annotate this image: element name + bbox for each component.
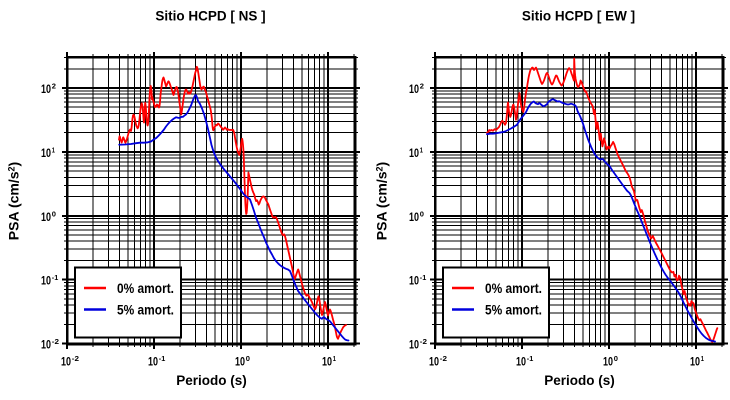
svg-text:10: 10 bbox=[516, 355, 526, 369]
svg-text:10: 10 bbox=[148, 355, 158, 369]
svg-text:PSA (cm/s2): PSA (cm/s2) bbox=[374, 162, 390, 240]
svg-text:10: 10 bbox=[429, 355, 439, 369]
svg-text:-2: -2 bbox=[72, 354, 79, 363]
svg-text:-1: -1 bbox=[52, 273, 59, 282]
svg-text:10: 10 bbox=[409, 82, 419, 96]
svg-text:5% amort.: 5% amort. bbox=[117, 303, 174, 318]
svg-text:0: 0 bbox=[246, 354, 250, 363]
svg-text:2: 2 bbox=[420, 82, 424, 91]
svg-text:0: 0 bbox=[614, 354, 618, 363]
svg-text:10: 10 bbox=[41, 274, 51, 288]
svg-text:Periodo (s): Periodo (s) bbox=[176, 373, 247, 388]
svg-text:1: 1 bbox=[52, 145, 55, 154]
svg-text:PSA (cm/s2): PSA (cm/s2) bbox=[6, 162, 22, 240]
svg-text:0% amort.: 0% amort. bbox=[485, 281, 542, 296]
svg-text:-2: -2 bbox=[52, 337, 59, 346]
svg-text:Sitio HCPD [ NS ]: Sitio HCPD [ NS ] bbox=[155, 9, 265, 24]
svg-text:1: 1 bbox=[701, 354, 704, 363]
svg-text:1: 1 bbox=[333, 354, 336, 363]
svg-text:-1: -1 bbox=[159, 354, 166, 363]
svg-text:Sitio HCPD [ EW ]: Sitio HCPD [ EW ] bbox=[522, 9, 635, 24]
svg-text:2: 2 bbox=[52, 82, 56, 91]
svg-text:10: 10 bbox=[235, 355, 245, 369]
svg-text:0% amort.: 0% amort. bbox=[117, 281, 174, 296]
svg-text:10: 10 bbox=[603, 355, 613, 369]
svg-text:10: 10 bbox=[41, 82, 51, 96]
svg-text:0: 0 bbox=[52, 209, 56, 218]
svg-text:-1: -1 bbox=[420, 273, 427, 282]
svg-text:10: 10 bbox=[409, 146, 419, 160]
svg-text:10: 10 bbox=[41, 338, 51, 352]
svg-text:10: 10 bbox=[41, 146, 51, 160]
svg-text:-2: -2 bbox=[420, 337, 427, 346]
svg-text:10: 10 bbox=[322, 355, 332, 369]
svg-text:5% amort.: 5% amort. bbox=[485, 303, 542, 318]
svg-text:10: 10 bbox=[409, 274, 419, 288]
svg-text:Periodo (s): Periodo (s) bbox=[544, 373, 615, 388]
svg-text:10: 10 bbox=[409, 338, 419, 352]
svg-text:10: 10 bbox=[690, 355, 700, 369]
svg-text:0: 0 bbox=[420, 209, 424, 218]
svg-text:1: 1 bbox=[420, 145, 423, 154]
svg-text:-1: -1 bbox=[527, 354, 534, 363]
svg-text:10: 10 bbox=[41, 210, 51, 224]
svg-text:10: 10 bbox=[409, 210, 419, 224]
svg-text:-2: -2 bbox=[440, 354, 447, 363]
svg-text:10: 10 bbox=[61, 355, 71, 369]
